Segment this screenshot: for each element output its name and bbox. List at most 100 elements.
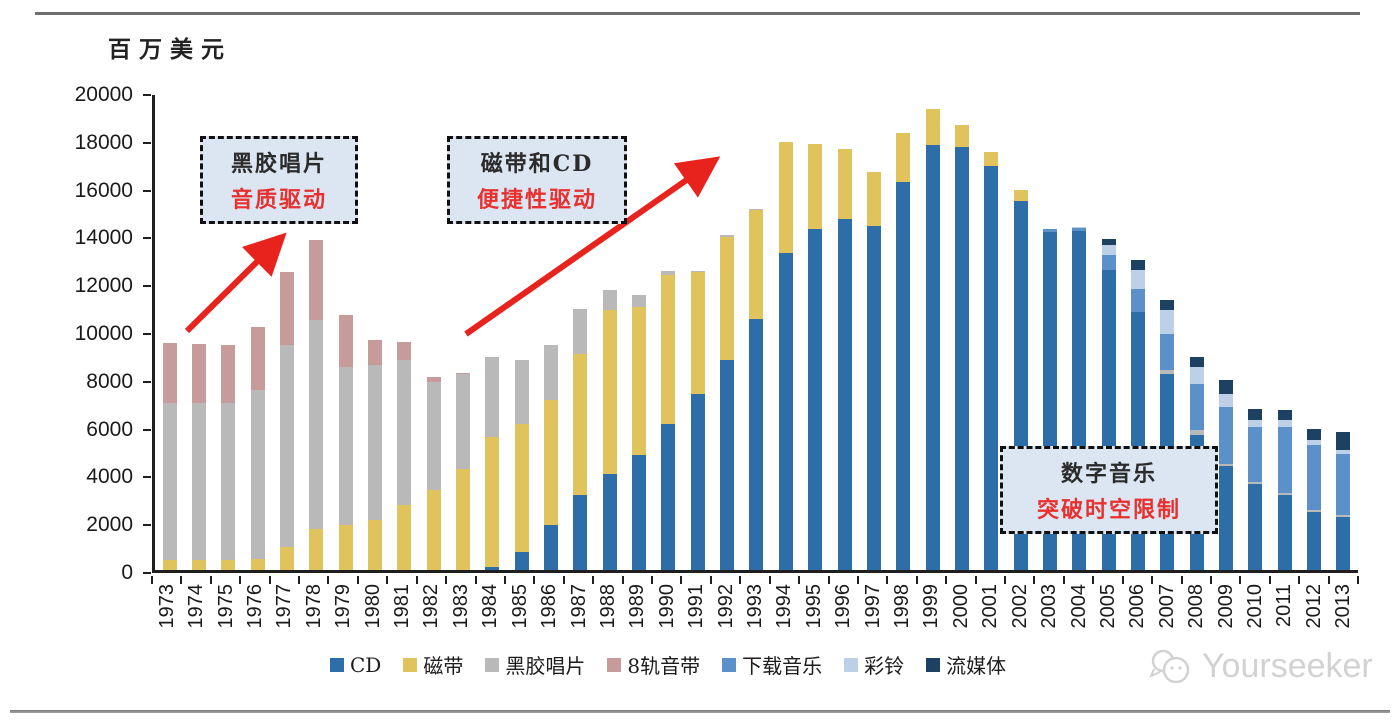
x-tick-mark (768, 576, 771, 584)
bar-segment (426, 381, 441, 490)
bar-1982 (426, 95, 441, 570)
x-tick-mark (533, 576, 536, 584)
bar-segment (1218, 407, 1233, 464)
bar-1988 (602, 95, 617, 570)
bar-segment (221, 559, 236, 570)
bar-segment (1101, 244, 1116, 255)
bar-segment (1306, 429, 1321, 440)
bar-segment (1248, 481, 1263, 484)
bar-segment (749, 319, 764, 570)
bar-segment (1248, 427, 1263, 482)
bar-segment (690, 272, 705, 395)
legend-swatch (485, 657, 500, 672)
annotation-digital-subtitle: 突破时空限制 (1036, 497, 1181, 523)
bar-segment (514, 360, 529, 424)
bar-segment (338, 367, 353, 526)
bar-1993 (749, 95, 764, 570)
x-tick-mark (298, 576, 301, 584)
x-tick-mark (798, 576, 801, 584)
bar-1984 (485, 95, 500, 570)
bar-segment (1277, 492, 1292, 495)
x-axis-label: 2001 (979, 584, 1002, 629)
bar-segment (250, 326, 265, 391)
bar-segment (720, 236, 735, 361)
x-tick-mark (1298, 576, 1301, 584)
bar-segment (602, 290, 617, 310)
bar-1994 (778, 95, 793, 570)
x-tick-mark (268, 576, 271, 584)
bar-segment (837, 148, 852, 219)
bar-column-1979 (331, 95, 360, 570)
bar-segment (808, 144, 823, 229)
bar-segment (1101, 239, 1116, 245)
bar-segment (720, 360, 735, 570)
bar-segment (485, 357, 500, 438)
bar-segment (456, 374, 471, 469)
bar-column-1974 (184, 95, 213, 570)
bar-column-2001 (977, 95, 1006, 570)
legend-label: 8轨音带 (627, 654, 701, 678)
x-tick-mark (945, 576, 948, 584)
bar-segment (250, 390, 265, 560)
bar-segment (632, 307, 647, 456)
x-tick-mark (651, 576, 654, 584)
y-tick-mark (143, 524, 151, 527)
bar-segment (309, 320, 324, 529)
bar-column-1975 (214, 95, 243, 570)
bar-segment (1277, 494, 1292, 570)
bar-segment (1130, 288, 1145, 313)
legend-label: 磁带 (423, 654, 464, 678)
x-tick-mark (886, 576, 889, 584)
bar-segment (162, 342, 177, 403)
x-tick-mark (915, 576, 918, 584)
bar-segment (338, 315, 353, 368)
annotation-box-digital: 数字音乐 突破时空限制 (1000, 446, 1218, 534)
y-tick-mark (143, 94, 151, 96)
x-tick-mark (1180, 576, 1183, 584)
bar-segment (925, 108, 940, 145)
x-axis-label: 1995 (802, 584, 825, 629)
bar-segment (162, 402, 177, 560)
x-axis-label: 1983 (449, 584, 472, 629)
x-axis-label: 1996 (832, 584, 855, 629)
x-axis-label: 1982 (420, 584, 443, 629)
bar-segment (280, 271, 295, 346)
x-axis-label: 2009 (1214, 584, 1237, 629)
bar-1995 (808, 95, 823, 570)
annotation-cd-title: 磁带和CD (480, 151, 594, 177)
x-tick-mark (1033, 576, 1036, 584)
x-axis-label: 1989 (626, 584, 649, 629)
bar-column-2013 (1329, 95, 1358, 570)
bar-segment (1160, 333, 1175, 370)
x-axis-label: 1984 (479, 584, 502, 629)
bar-segment (1277, 410, 1292, 421)
bar-1997 (866, 95, 881, 570)
chart-legend: CD 磁带 黑胶唱片 8轨音带 下载音乐 彩铃 流媒体 (330, 650, 1006, 679)
y-axis-unit-label: 百万美元 (108, 36, 232, 63)
bar-segment (1189, 357, 1204, 368)
bar-segment (192, 559, 206, 570)
bar-column-1982 (419, 95, 448, 570)
x-axis-label: 2003 (1038, 584, 1061, 629)
bar-column-1998 (889, 95, 918, 570)
y-tick-label: 18000 (74, 130, 133, 154)
legend-swatch (722, 657, 737, 672)
legend-label: 彩铃 (864, 654, 905, 678)
legend-item-CD: CD (330, 653, 381, 677)
bar-segment (1189, 367, 1204, 385)
bar-1991 (690, 95, 705, 570)
watermark-text: Yourseeker (1202, 646, 1373, 685)
bar-segment (1306, 509, 1321, 512)
x-axis-label: 1986 (538, 584, 561, 629)
bar-segment (1277, 427, 1292, 493)
bar-segment (1189, 429, 1204, 435)
legend-item-8轨音带: 8轨音带 (607, 650, 700, 679)
bar-column-1978 (302, 95, 331, 570)
bar-segment (954, 146, 969, 570)
x-tick-mark (1327, 576, 1330, 584)
bar-segment (397, 360, 412, 505)
bar-segment (221, 345, 236, 403)
legend-item-下载音乐: 下载音乐 (722, 650, 822, 679)
bar-column-2010 (1241, 95, 1270, 570)
